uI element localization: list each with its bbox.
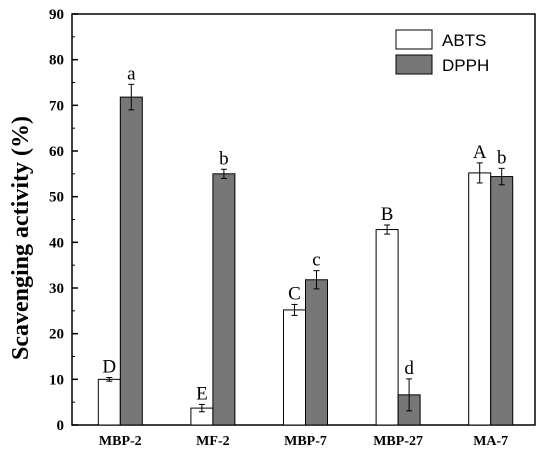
y-axis-title: Scavenging activity (%) bbox=[8, 116, 34, 360]
y-tick-label: 30 bbox=[49, 281, 64, 297]
x-category-label: MF-2 bbox=[196, 434, 229, 449]
x-category-label: MBP-2 bbox=[99, 434, 142, 449]
significance-label: d bbox=[404, 358, 414, 379]
significance-label: c bbox=[312, 250, 320, 271]
x-category-label: MA-7 bbox=[473, 434, 508, 449]
significance-label: C bbox=[288, 283, 301, 304]
significance-label: B bbox=[381, 204, 394, 225]
y-tick-label: 70 bbox=[49, 98, 64, 114]
y-tick-label: 60 bbox=[49, 144, 64, 160]
significance-label: D bbox=[102, 357, 116, 378]
bar-dpph bbox=[305, 279, 328, 426]
legend-label-abts: ABTS bbox=[442, 31, 486, 50]
significance-label: b bbox=[219, 148, 229, 169]
y-tick-label: 20 bbox=[49, 327, 64, 343]
significance-label: E bbox=[196, 383, 208, 404]
bar-abts bbox=[375, 229, 399, 426]
y-tick-label: 40 bbox=[49, 235, 64, 251]
bar-abts bbox=[283, 309, 306, 426]
bar-dpph bbox=[119, 96, 143, 426]
y-tick-label: 0 bbox=[57, 418, 65, 434]
x-category-label: MBP-27 bbox=[373, 434, 423, 449]
legend-swatch-dpph bbox=[395, 54, 433, 75]
significance-label: b bbox=[497, 147, 507, 168]
bar-dpph bbox=[212, 173, 236, 426]
legend-label-dpph: DPPH bbox=[442, 56, 489, 75]
y-tick-label: 50 bbox=[49, 190, 64, 206]
y-tick-label: 10 bbox=[49, 372, 64, 388]
significance-label: A bbox=[473, 142, 487, 163]
bar-dpph bbox=[490, 176, 514, 426]
y-tick-label: 90 bbox=[49, 7, 64, 23]
y-tick-label: 80 bbox=[49, 53, 64, 69]
bar-abts bbox=[97, 378, 121, 426]
legend-swatch-abts bbox=[395, 29, 433, 50]
x-category-label: MBP-7 bbox=[284, 434, 327, 449]
bar-abts bbox=[468, 172, 492, 426]
significance-label: a bbox=[127, 63, 136, 84]
